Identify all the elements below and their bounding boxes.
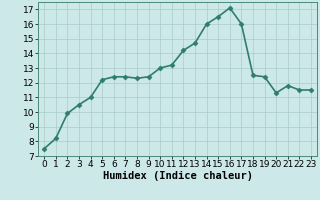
X-axis label: Humidex (Indice chaleur): Humidex (Indice chaleur): [103, 171, 252, 181]
